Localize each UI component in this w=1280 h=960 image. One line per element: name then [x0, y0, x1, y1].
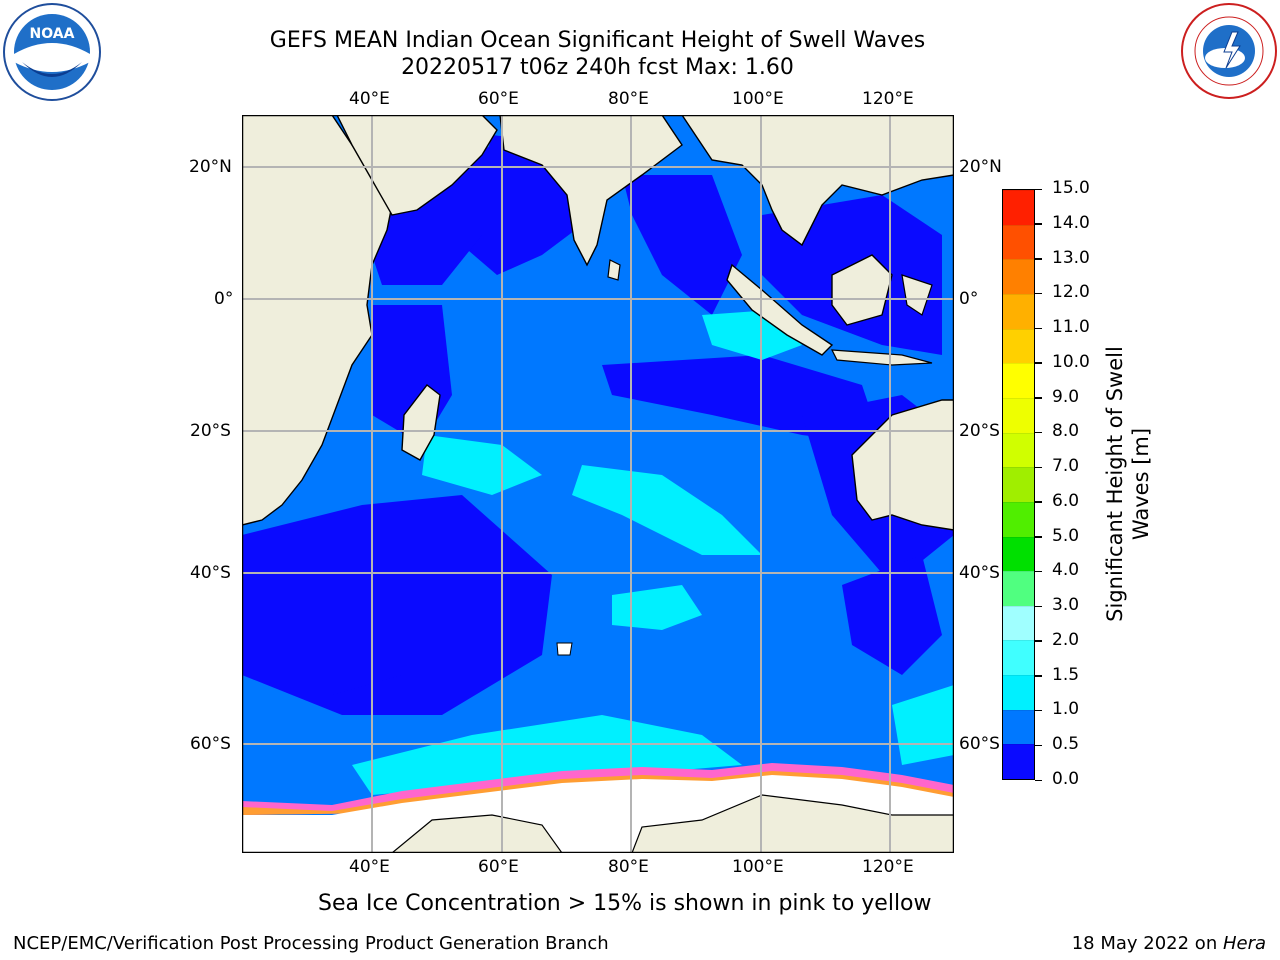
svg-text:NOAA: NOAA [30, 26, 75, 42]
colorbar-segment [1003, 259, 1034, 295]
landmass-india [499, 114, 683, 267]
colorbar-segment [1003, 224, 1034, 260]
colorbar-tick-mark [1035, 466, 1042, 469]
nws-logo [1180, 2, 1278, 100]
colorbar-tick-mark [1035, 640, 1042, 642]
colorbar-segment [1003, 501, 1034, 537]
colorbar-tick-mark [1035, 292, 1042, 295]
lat-tick-left: 20°N [189, 157, 232, 177]
colorbar-tick-label: 15.0 [1052, 178, 1090, 198]
colorbar-tick-mark [1035, 779, 1042, 781]
colorbar-segment [1003, 605, 1034, 641]
colorbar-segment [1003, 190, 1034, 225]
lon-tick-top: 60°E [478, 89, 519, 109]
colorbar-tick-mark [1035, 223, 1042, 225]
footer-date-text: 18 May 2022 on [1071, 933, 1223, 954]
colorbar-tick-label: 9.0 [1052, 386, 1080, 407]
colorbar-segment [1003, 571, 1034, 606]
colorbar-tick-label: 5.0 [1052, 525, 1080, 546]
colorbar-tick-mark [1035, 431, 1042, 434]
colorbar-segment [1003, 432, 1034, 468]
chart-title: GEFS MEAN Indian Ocean Significant Heigh… [269, 28, 926, 53]
colorbar-tick-mark [1035, 570, 1042, 573]
colorbar-tick-mark [1035, 258, 1042, 260]
lat-tick-right: 20°N [959, 157, 1002, 177]
colorbar-segment [1003, 709, 1034, 745]
lon-tick-bottom: 100°E [732, 857, 784, 877]
map-gridlines [242, 115, 954, 853]
lat-tick-left: 20°S [190, 421, 231, 441]
footer-date: 18 May 2022 on Hera [1072, 933, 1266, 954]
colorbar-segment [1003, 363, 1034, 398]
sea-ice-note: Sea Ice Concentration > 15% is shown in … [318, 891, 932, 916]
lon-tick-top: 120°E [862, 89, 914, 109]
colorbar-tick-label: 7.0 [1052, 456, 1080, 477]
colorbar-tick-label: 6.0 [1052, 490, 1080, 511]
lat-tick-left: 0° [214, 289, 234, 309]
colorbar-segment [1003, 294, 1034, 329]
colorbar-tick-mark [1035, 536, 1042, 538]
colorbar-tick-label: 1.5 [1052, 664, 1080, 685]
colorbar-tick-label: 10.0 [1052, 351, 1090, 372]
colorbar-tick-label: 0.5 [1052, 734, 1080, 755]
colorbar-tick-label: 2.0 [1052, 629, 1080, 650]
footer-host: Hera [1222, 933, 1266, 954]
map-panel [241, 114, 955, 854]
colorbar-tick-mark [1035, 675, 1042, 677]
colorbar-tick-label: 14.0 [1052, 212, 1090, 233]
colorbar-tick-label: 4.0 [1052, 560, 1080, 581]
low-swell-regions [242, 135, 954, 715]
lon-tick-top: 40°E [349, 89, 390, 109]
footer-credit: NCEP/EMC/Verification Post Processing Pr… [13, 933, 609, 954]
lon-tick-top: 100°E [732, 89, 784, 109]
colorbar-tick-mark [1035, 327, 1042, 330]
lat-tick-left: 60°S [190, 734, 231, 754]
colorbar-tick-label: 8.0 [1052, 421, 1080, 442]
lon-tick-bottom: 40°E [349, 857, 390, 877]
colorbar-tick-mark [1035, 397, 1042, 399]
landmass-madagascar [401, 384, 441, 461]
lon-tick-bottom: 60°E [478, 857, 519, 877]
colorbar-tick-mark [1035, 362, 1042, 364]
colorbar-tick-mark [1035, 188, 1042, 190]
lon-tick-bottom: 120°E [862, 857, 914, 877]
colorbar-tick-mark [1035, 501, 1042, 503]
noaa-logo: NOAA [2, 2, 102, 102]
colorbar-label: Significant Height of Swell Waves [m] [1103, 346, 1153, 622]
colorbar-segment [1003, 397, 1034, 433]
lat-tick-right: 40°S [959, 563, 1000, 583]
lat-tick-right: 20°S [959, 421, 1000, 441]
colorbar-segment [1003, 675, 1034, 710]
colorbar-tick-label: 11.0 [1052, 317, 1090, 338]
colorbar-tick-label: 1.0 [1052, 699, 1080, 720]
colorbar-segment [1003, 640, 1034, 676]
lon-tick-top: 80°E [608, 89, 649, 109]
colorbar-tick-mark [1035, 605, 1042, 608]
colorbar-segment [1003, 467, 1034, 502]
colorbar-tick-mark [1035, 744, 1042, 747]
lon-tick-bottom: 80°E [608, 857, 649, 877]
lat-tick-right: 0° [959, 289, 979, 309]
lat-tick-left: 40°S [190, 563, 231, 583]
landmass-southeast-asia [680, 114, 955, 247]
map-svg [241, 114, 955, 854]
lat-tick-right: 60°S [959, 734, 1000, 754]
colorbar-tick-label: 13.0 [1052, 247, 1090, 268]
landmass-arabia [335, 114, 498, 216]
landmass-australia [851, 399, 955, 531]
colorbar [1002, 189, 1035, 780]
colorbar-segment [1003, 744, 1034, 779]
colorbar-tick-label: 3.0 [1052, 595, 1080, 616]
colorbar-tick-mark [1035, 709, 1042, 712]
colorbar-tick-label: 12.0 [1052, 282, 1090, 303]
landmass-sumatra [726, 263, 834, 356]
colorbar-segment [1003, 536, 1034, 572]
chart-subtitle: 20220517 t06z 240h fcst Max: 1.60 [401, 55, 794, 80]
colorbar-segment [1003, 328, 1034, 364]
colorbar-tick-label: 0.0 [1052, 769, 1080, 789]
